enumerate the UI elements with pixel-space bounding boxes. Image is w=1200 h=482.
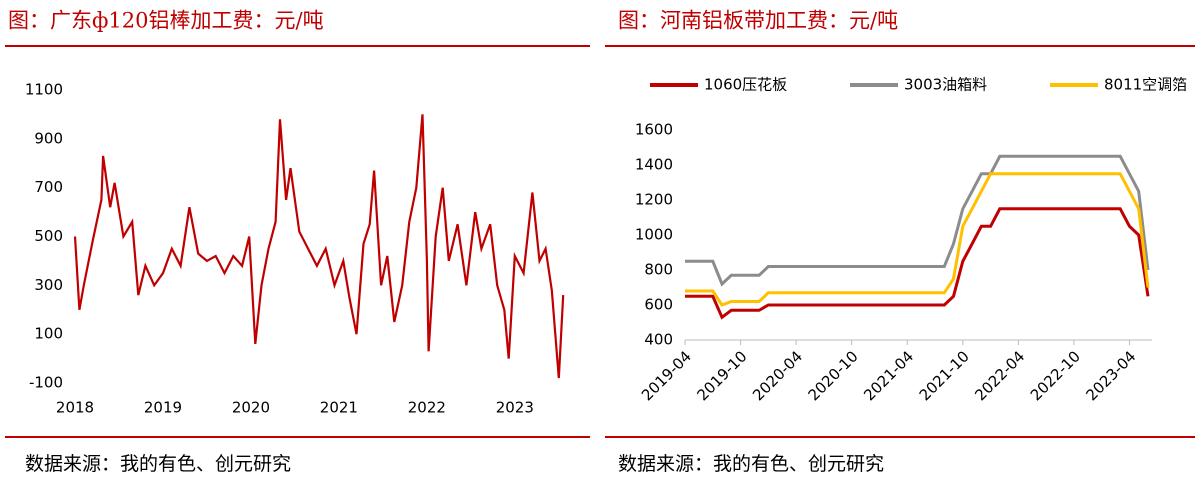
legend-label: 8011空调箔 bbox=[1104, 76, 1187, 94]
x-tick-label: 2020-10 bbox=[805, 347, 862, 404]
x-tick-label: 2022-10 bbox=[1027, 347, 1084, 404]
y-tick-label: 1100 bbox=[25, 81, 63, 99]
y-tick-label: 800 bbox=[644, 261, 673, 279]
x-tick-label: 2020 bbox=[232, 399, 270, 417]
chart-title: 图：河南铝板带加工费：元/吨 bbox=[618, 9, 898, 33]
legend-label: 1060压花板 bbox=[704, 76, 787, 94]
line bbox=[685, 172, 1150, 307]
x-tick-label: 2018 bbox=[56, 399, 94, 417]
line bbox=[685, 207, 1150, 320]
x-tick-label: 2021-10 bbox=[916, 347, 973, 404]
x-tick-label: 2023 bbox=[496, 399, 534, 417]
y-tick-label: 100 bbox=[34, 325, 63, 343]
y-tick-label: 700 bbox=[34, 178, 63, 196]
y-tick-label: 400 bbox=[644, 331, 673, 349]
x-tick-label: 2021 bbox=[320, 399, 358, 417]
source: 数据来源：我的有色、创元研究 bbox=[618, 453, 884, 475]
chart-title: 图：广东ф120铝棒加工费：元/吨 bbox=[8, 9, 324, 33]
y-tick-label: 1000 bbox=[635, 226, 673, 244]
x-tick-label: 2021-04 bbox=[860, 347, 917, 404]
y-tick-label: 1400 bbox=[635, 156, 673, 174]
y-tick-label: 1600 bbox=[635, 121, 673, 139]
source: 数据来源：我的有色、创元研究 bbox=[25, 453, 291, 475]
line bbox=[73, 114, 565, 379]
x-tick-label: 2023-04 bbox=[1082, 347, 1139, 404]
y-tick-label: 600 bbox=[644, 296, 673, 314]
x-tick-label: 2022-04 bbox=[971, 347, 1028, 404]
y-tick-label: 500 bbox=[34, 227, 63, 245]
x-tick-label: 2019 bbox=[144, 399, 182, 417]
x-tick-label: 2019-04 bbox=[638, 347, 695, 404]
y-tick-label: 1200 bbox=[635, 191, 673, 209]
x-tick-label: 2019-10 bbox=[694, 347, 751, 404]
legend-label: 3003油箱料 bbox=[904, 76, 987, 94]
y-tick-label: 900 bbox=[34, 129, 63, 147]
x-tick-label: 2022 bbox=[408, 399, 446, 417]
x-tick-label: 2020-04 bbox=[749, 347, 806, 404]
line bbox=[685, 154, 1150, 287]
y-tick-label: -100 bbox=[29, 374, 63, 392]
y-tick-label: 300 bbox=[34, 276, 63, 294]
